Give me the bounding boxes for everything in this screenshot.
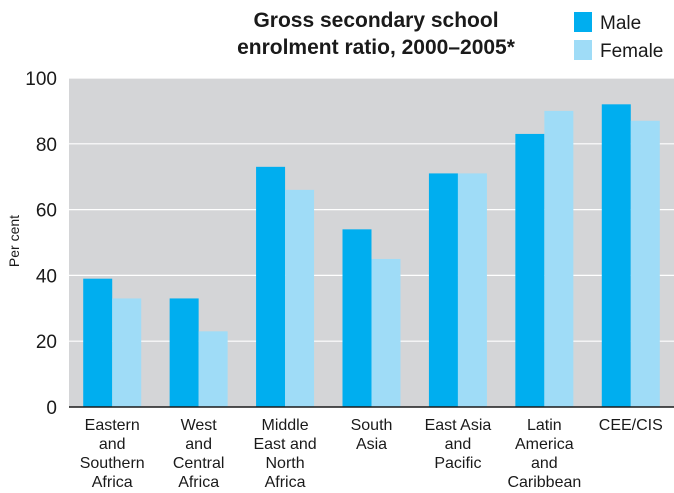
bar-male-1 [83, 278, 113, 407]
chart-title-line: Gross secondary school [253, 9, 498, 32]
x-category-label-line: Asia [356, 436, 387, 453]
legend-label-female: Female [600, 41, 663, 62]
chart-title-line: enrolment ratio, 2000–2005* [237, 36, 516, 59]
x-category-label-line: Southern [80, 455, 145, 472]
x-category-label: West and Central Africa [173, 417, 225, 491]
bar-male-6 [515, 133, 545, 407]
y-axis-label: Per cent [6, 215, 22, 267]
x-category-label-line: Africa [178, 474, 219, 491]
bars [83, 104, 660, 408]
legend-swatch-female [574, 40, 592, 60]
x-category-label-line: Pacific [434, 455, 481, 472]
bar-male-7 [601, 104, 631, 407]
y-tick-label: 100 [25, 69, 57, 90]
chart-title: Gross secondary school enrolment ratio, 2… [237, 9, 516, 59]
x-category-label-line: America [515, 436, 574, 453]
x-category-label-line: North [266, 455, 305, 472]
x-category-label-line: West [181, 417, 218, 434]
bar-female-2 [198, 331, 228, 407]
bar-female-4 [371, 258, 401, 407]
x-category-label: CEE/CIS [599, 417, 663, 434]
bar-male-2 [169, 298, 199, 407]
bar-female-6 [544, 110, 574, 408]
x-category-label-line: Caribbean [507, 474, 581, 491]
x-category-label-line: and [99, 436, 126, 453]
x-category-label-line: Central [173, 455, 225, 472]
x-category-label-line: Latin [527, 417, 562, 434]
bar-male-4 [342, 229, 372, 407]
y-tick-label: 0 [46, 398, 57, 419]
x-category-label-line: CEE/CIS [599, 417, 663, 434]
x-category-label: Latin America and Caribbean [507, 417, 581, 491]
x-category-label-line: Africa [92, 474, 133, 491]
legend-swatch-male [574, 12, 592, 32]
x-category-label-line: Eastern [85, 417, 140, 434]
x-category-label: Eastern and Southern Africa [80, 417, 145, 491]
x-category-label-line: East and [253, 436, 316, 453]
chart-title-text: Gross secondary school enrolment ratio, 2… [237, 9, 516, 59]
x-category-label-line: and [185, 436, 212, 453]
x-category-label: East Asia and Pacific [425, 417, 492, 472]
bar-female-7 [630, 120, 660, 408]
x-category-label-line: and [531, 455, 558, 472]
y-tick-label: 80 [36, 135, 57, 156]
y-tick-label: 20 [36, 332, 57, 353]
x-category-label: South Asia [351, 417, 393, 453]
x-category-label-line: Middle [262, 417, 309, 434]
x-category-label-line: South [351, 417, 393, 434]
x-category-label-line: and [445, 436, 472, 453]
bar-female-1 [112, 298, 142, 407]
legend: Male Female [574, 12, 663, 62]
legend-label-male: Male [600, 13, 641, 34]
y-tick-label: 40 [36, 266, 57, 287]
bar-male-3 [256, 166, 286, 407]
x-category-label-line: Africa [265, 474, 306, 491]
x-category-label-line: East Asia [425, 417, 492, 434]
y-axis-ticks: 0 20 40 60 80 100 [25, 69, 57, 419]
bar-female-5 [457, 173, 487, 407]
x-category-label: Middle East and North Africa [253, 417, 316, 491]
y-tick-label: 60 [36, 201, 57, 222]
bar-female-3 [285, 189, 315, 407]
bar-male-5 [428, 173, 458, 407]
x-axis-categories: Eastern and Southern Africa West and Central Af… [80, 417, 663, 491]
